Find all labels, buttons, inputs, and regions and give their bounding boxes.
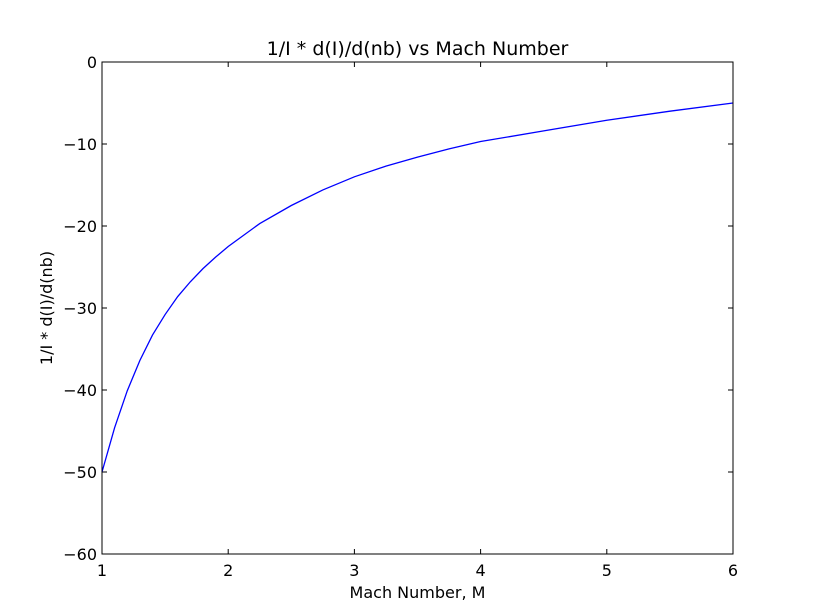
x-tick-label: 5 — [602, 561, 612, 580]
chart-title: 1/I * d(I)/d(nb) vs Mach Number — [267, 38, 569, 60]
x-tick-label: 6 — [728, 561, 738, 580]
x-tick-label: 1 — [97, 561, 107, 580]
plot-area — [102, 62, 733, 554]
y-tick-label: −10 — [63, 135, 97, 154]
x-axis-label: Mach Number, M — [350, 583, 486, 602]
y-tick-label: −50 — [63, 463, 97, 482]
x-tick-label: 4 — [476, 561, 486, 580]
axis-tick-labels: 1 2 3 4 5 6 0 −10 −20 −30 −40 −50 −60 — [63, 53, 738, 580]
plot-frame — [101, 61, 734, 555]
y-tick-label: −60 — [63, 545, 97, 564]
y-tick-label: 0 — [87, 53, 97, 72]
x-tick-label: 2 — [223, 561, 233, 580]
series-line — [101, 102, 734, 473]
y-tick-label: −20 — [63, 217, 97, 236]
y-tick-label: −30 — [63, 299, 97, 318]
y-tick-label: −40 — [63, 381, 97, 400]
x-tick-label: 3 — [349, 561, 359, 580]
y-axis-label: 1/I * d(I)/d(nb) — [37, 251, 56, 365]
